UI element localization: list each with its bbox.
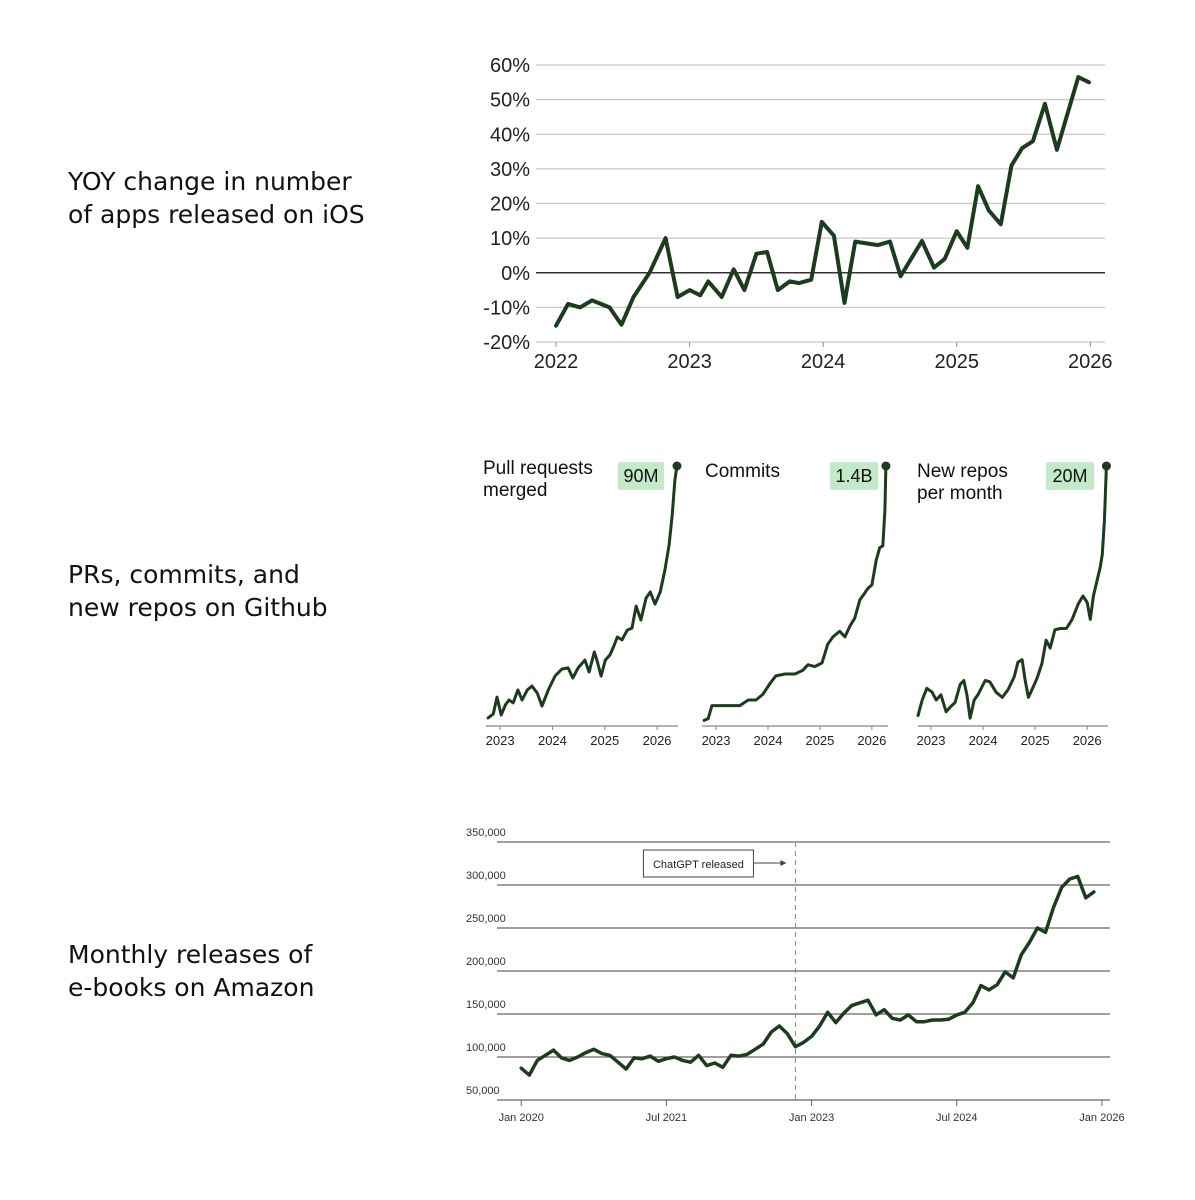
- x-tick-label: 2024: [754, 733, 783, 748]
- x-tick-label: 2024: [969, 733, 998, 748]
- value-label: 90M: [623, 466, 658, 486]
- end-point: [1101, 461, 1111, 471]
- annotation-box: [642, 849, 754, 878]
- y-tick-label: 20%: [490, 194, 530, 216]
- x-tick-label: 2023: [917, 733, 946, 748]
- y-tick-label: 60%: [490, 55, 530, 77]
- x-tick-label: Jul 2021: [646, 1112, 688, 1124]
- x-tick-label: 2024: [801, 351, 846, 373]
- x-tick-label: 2026: [857, 733, 886, 748]
- x-tick-label: Jan 2023: [789, 1112, 834, 1124]
- x-tick-label: 2025: [1021, 733, 1050, 748]
- annotation-text: ChatGPT released: [653, 859, 744, 871]
- value-label: 20M: [1052, 466, 1087, 486]
- annotation-arrowhead: [780, 860, 787, 866]
- x-tick-label: 2023: [702, 733, 731, 748]
- chart-title: New repos per month: [917, 461, 1008, 504]
- y-tick-label: -20%: [483, 332, 530, 354]
- value-label: 1.4B: [835, 466, 872, 486]
- data-line: [486, 464, 679, 720]
- y-tick-label: 50%: [490, 90, 530, 112]
- y-tick-label: 250,000: [466, 913, 506, 925]
- x-tick-label: 2025: [934, 351, 979, 373]
- x-tick-label: Jul 2024: [936, 1112, 978, 1124]
- y-tick-label: 200,000: [466, 956, 506, 968]
- x-tick-label: 2025: [590, 733, 619, 748]
- y-tick-label: 100,000: [466, 1042, 506, 1054]
- chart-title: Commits: [705, 461, 780, 482]
- row-label: PRs, commits, and new repos on Github: [68, 560, 328, 622]
- x-tick-label: 2023: [486, 733, 515, 748]
- x-tick-label: 2025: [805, 733, 834, 748]
- y-tick-label: -10%: [483, 297, 530, 319]
- value-badge: [618, 462, 664, 490]
- x-tick-label: 2026: [1068, 351, 1113, 373]
- end-point: [881, 461, 891, 471]
- data-line: [702, 464, 888, 722]
- row-label: YOY change in number of apps released on…: [68, 167, 365, 229]
- data-line: [916, 464, 1108, 720]
- value-badge: [830, 462, 878, 490]
- chart-title: Pull requests merged: [483, 458, 593, 501]
- y-tick-label: 0%: [501, 263, 530, 285]
- y-tick-label: 40%: [490, 124, 530, 146]
- x-tick-label: 2026: [1073, 733, 1102, 748]
- x-tick-label: 2022: [534, 351, 579, 373]
- data-line: [519, 874, 1096, 1077]
- value-badge: [1046, 462, 1094, 490]
- y-tick-label: 30%: [490, 159, 530, 181]
- y-tick-label: 50,000: [466, 1085, 500, 1097]
- y-tick-label: 150,000: [466, 999, 506, 1011]
- x-tick-label: Jan 2026: [1079, 1112, 1124, 1124]
- row-label: Monthly releases of e-books on Amazon: [68, 940, 315, 1002]
- x-tick-label: 2024: [538, 733, 567, 748]
- x-tick-label: Jan 2020: [499, 1112, 544, 1124]
- x-tick-label: 2023: [667, 351, 712, 373]
- y-tick-label: 10%: [490, 228, 530, 250]
- y-tick-label: 350,000: [466, 827, 506, 839]
- y-tick-label: 300,000: [466, 870, 506, 882]
- x-tick-label: 2026: [643, 733, 672, 748]
- data-line: [554, 75, 1091, 328]
- end-point: [672, 461, 682, 471]
